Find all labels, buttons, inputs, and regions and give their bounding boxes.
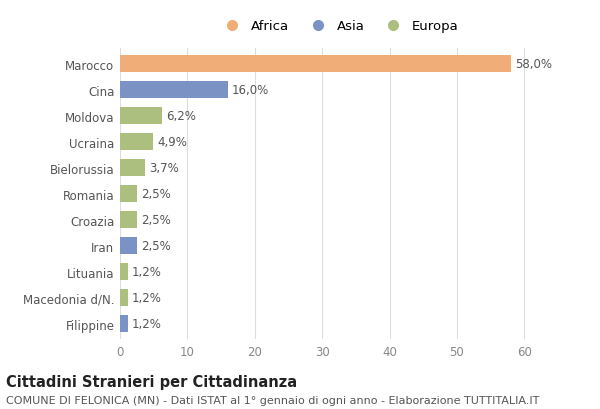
- Text: 1,2%: 1,2%: [132, 292, 162, 304]
- Bar: [120, 315, 128, 333]
- Text: 3,7%: 3,7%: [149, 162, 179, 175]
- Bar: [120, 212, 137, 229]
- Text: 6,2%: 6,2%: [166, 110, 196, 123]
- Text: 1,2%: 1,2%: [132, 317, 162, 330]
- Bar: [120, 160, 145, 177]
- Bar: [120, 186, 137, 203]
- Text: 2,5%: 2,5%: [141, 214, 170, 227]
- Bar: [120, 238, 137, 254]
- Bar: [120, 108, 162, 125]
- Legend: Africa, Asia, Europa: Africa, Asia, Europa: [214, 15, 464, 38]
- Text: 4,9%: 4,9%: [157, 136, 187, 149]
- Bar: [120, 134, 153, 151]
- Text: 58,0%: 58,0%: [515, 58, 552, 71]
- Text: COMUNE DI FELONICA (MN) - Dati ISTAT al 1° gennaio di ogni anno - Elaborazione T: COMUNE DI FELONICA (MN) - Dati ISTAT al …: [6, 395, 539, 405]
- Bar: [120, 264, 128, 281]
- Bar: [120, 290, 128, 306]
- Text: 1,2%: 1,2%: [132, 265, 162, 279]
- Bar: [120, 56, 511, 73]
- Text: 2,5%: 2,5%: [141, 188, 170, 201]
- Text: Cittadini Stranieri per Cittadinanza: Cittadini Stranieri per Cittadinanza: [6, 374, 297, 389]
- Text: 16,0%: 16,0%: [232, 84, 269, 97]
- Text: 2,5%: 2,5%: [141, 240, 170, 253]
- Bar: [120, 82, 228, 99]
